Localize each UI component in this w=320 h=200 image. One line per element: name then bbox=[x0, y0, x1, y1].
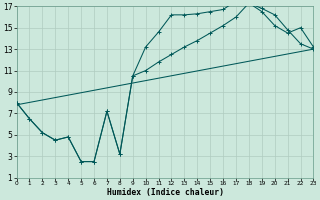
X-axis label: Humidex (Indice chaleur): Humidex (Indice chaleur) bbox=[107, 188, 224, 197]
